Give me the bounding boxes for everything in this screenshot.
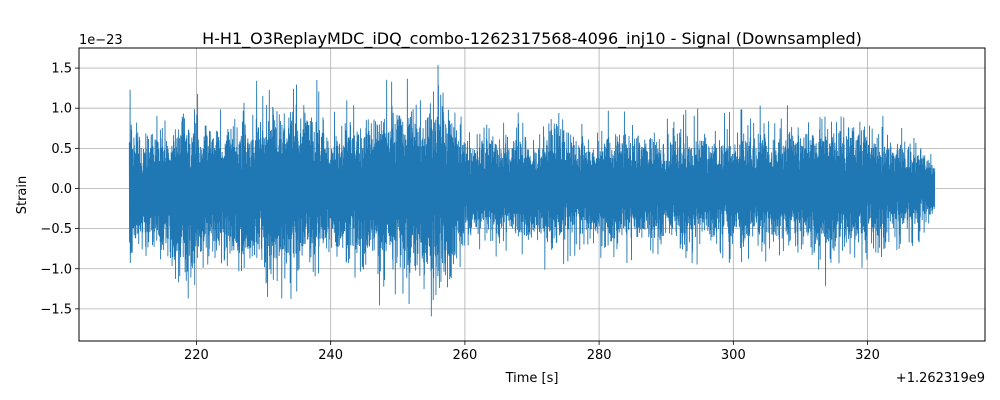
x-tick-label: 300	[721, 348, 746, 363]
signal-series	[128, 64, 936, 317]
y-tick-label: 0.5	[51, 142, 72, 157]
x-tick-label: 260	[452, 348, 477, 363]
y-scale-label: 1e−23	[79, 33, 123, 48]
x-tick-label: 320	[855, 348, 880, 363]
y-ticks: −1.5 −1.0 −0.5 0.0 0.5 1.0 1.5	[40, 62, 79, 317]
y-tick-label: −1.5	[40, 302, 72, 317]
y-tick-label: 1.5	[51, 62, 72, 77]
signal-line	[128, 64, 936, 317]
x-tick-label: 220	[184, 348, 209, 363]
y-tick-label: 1.0	[51, 102, 72, 117]
axes-frame	[78, 47, 986, 342]
y-axis-label: Strain	[15, 176, 30, 215]
x-offset-label: +1.262319e9	[896, 371, 985, 386]
x-tick-label: 240	[318, 348, 343, 363]
x-axis-label: Time [s]	[505, 371, 559, 386]
chart-title: H-H1_O3ReplayMDC_iDQ_combo-1262317568-40…	[202, 29, 862, 49]
y-tick-label: −1.0	[40, 262, 72, 277]
x-tick-label: 280	[587, 348, 612, 363]
y-tick-label: 0.0	[51, 182, 72, 197]
x-ticks: 220 240 260 280 300 320	[184, 341, 880, 363]
y-tick-label: −0.5	[40, 222, 72, 237]
